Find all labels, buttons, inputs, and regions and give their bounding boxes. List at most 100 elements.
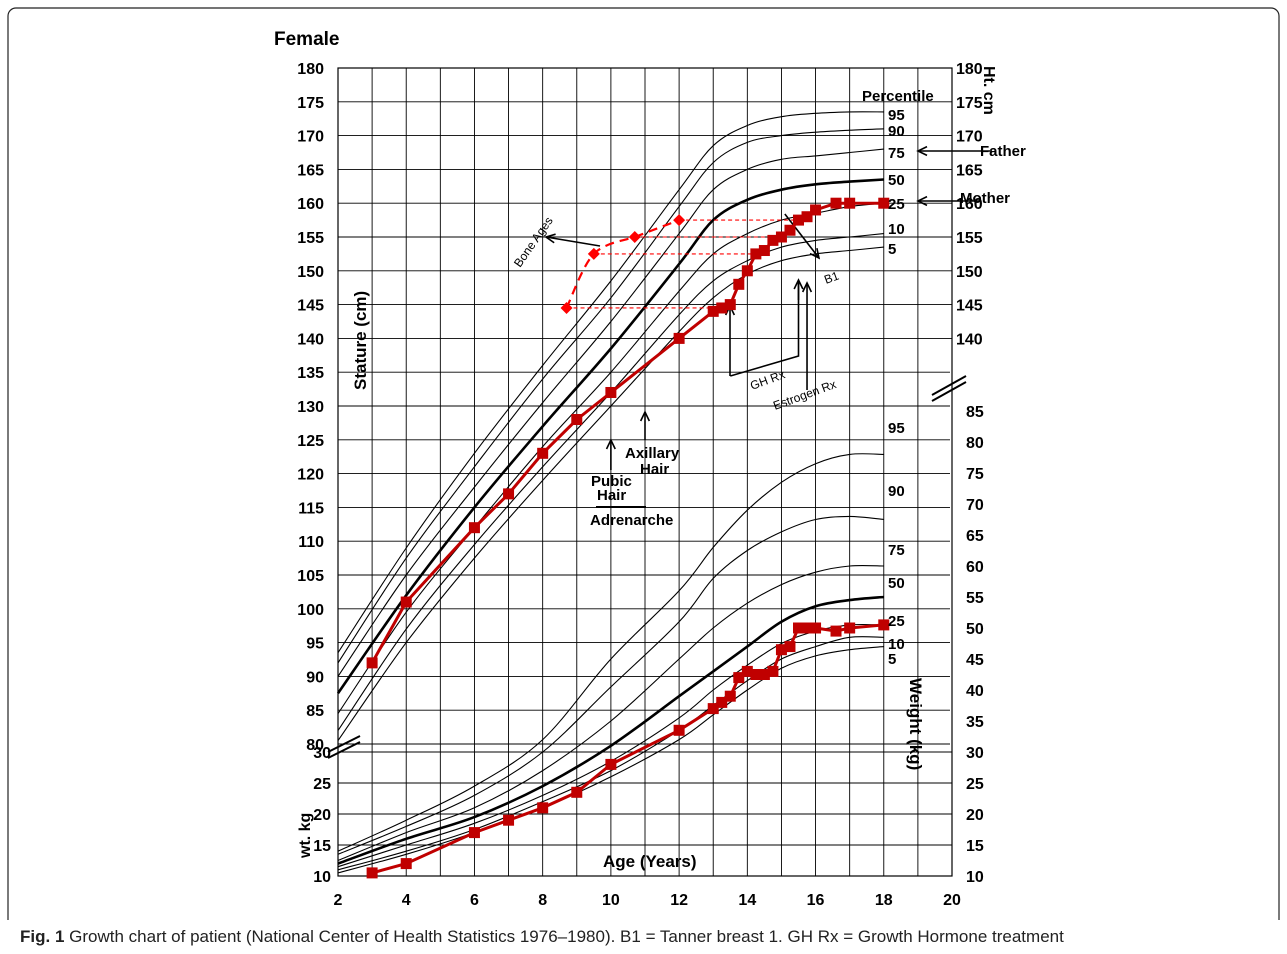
- patient-weight-point-8: [707, 703, 719, 715]
- stature-tick-left-180: 180: [297, 61, 324, 78]
- patient-weight-point-1: [400, 858, 412, 870]
- x-tick-label-16: 16: [807, 892, 825, 909]
- x-tick-label-20: 20: [943, 892, 961, 909]
- weight-tick-right-50: 50: [966, 621, 984, 638]
- patient-weight-point-23: [878, 619, 890, 631]
- patient-series: [366, 197, 890, 879]
- bone-ages-arrow: [544, 233, 601, 247]
- weight-percentile-label-25: 25: [888, 613, 905, 630]
- stature-tick-right-140: 140: [956, 331, 983, 348]
- father-label: Father: [980, 143, 1026, 160]
- bone-ages-label: Bone Ages: [511, 214, 556, 270]
- x-tick-label-12: 12: [670, 892, 688, 909]
- x-tick-label-6: 6: [470, 892, 479, 909]
- patient-stature-point-1: [400, 596, 412, 608]
- x-tick-label-14: 14: [738, 892, 756, 909]
- stature-percentile-label-90: 90: [888, 123, 905, 140]
- patient-stature-point-11: [733, 278, 745, 290]
- stature-tick-left-135: 135: [297, 365, 324, 382]
- stature-percentile-curve-p75: [337, 148, 884, 677]
- x-tick-label-4: 4: [402, 892, 411, 909]
- patient-stature-point-3: [503, 488, 515, 500]
- stature-tick-left-95: 95: [306, 636, 324, 653]
- stature-tick-left-125: 125: [297, 433, 324, 450]
- stature-tick-left-170: 170: [297, 129, 324, 146]
- gh-rx-arrow: [724, 304, 736, 376]
- patient-stature-point-23: [878, 197, 890, 209]
- weight-percentile-label-95: 95: [888, 420, 905, 437]
- stature-tick-left-145: 145: [297, 298, 324, 315]
- bone-age-point-1: [587, 247, 600, 260]
- x-axis-label: Age (Years): [603, 852, 697, 871]
- patient-stature-point-22: [844, 197, 856, 209]
- weight-tick-right-25: 25: [966, 776, 984, 793]
- patient-weight-point-14: [758, 669, 770, 680]
- weight-axis-label-right: Weight (kg): [906, 678, 925, 770]
- bone-age-point-0: [560, 301, 573, 314]
- stature-tick-left-105: 105: [297, 568, 324, 585]
- gh-rx-arrow-2: [793, 278, 804, 300]
- patient-weight-point-2: [468, 827, 480, 839]
- weight-tick-right-30: 30: [966, 745, 984, 762]
- patient-weight-line: [371, 623, 884, 875]
- weight-percentile-label-75: 75: [888, 542, 905, 559]
- patient-weight-point-17: [784, 641, 796, 653]
- weight-tick-left-25: 25: [313, 776, 331, 793]
- patient-weight-point-4: [537, 802, 549, 814]
- stature-tick-right-180: 180: [956, 61, 983, 78]
- stature-tick-right-155: 155: [956, 230, 983, 247]
- patient-stature-line: [370, 201, 884, 664]
- weight-tick-right-70: 70: [966, 497, 984, 514]
- patient-stature-point-10: [724, 299, 736, 311]
- chart-title: Female: [274, 29, 339, 50]
- patient-weight-point-7: [673, 724, 685, 736]
- weight-tick-right-40: 40: [966, 683, 984, 700]
- stature-tick-left-120: 120: [297, 467, 324, 484]
- stature-percentile-label-25: 25: [888, 196, 905, 213]
- weight-tick-right-80: 80: [966, 435, 984, 452]
- stature-tick-left-165: 165: [297, 162, 324, 179]
- pubic-hair-label-line2: Hair: [597, 487, 626, 504]
- stature-percentile-label-5: 5: [888, 241, 896, 258]
- patient-stature-point-2: [468, 522, 480, 534]
- patient-weight-point-18: [793, 622, 804, 634]
- stature-tick-right-145: 145: [956, 298, 983, 315]
- caption-text: Growth chart of patient (National Center…: [69, 927, 1064, 946]
- figure-caption: Fig. 1 Growth chart of patient (National…: [20, 927, 1270, 947]
- weight-tick-right-85: 85: [966, 404, 984, 421]
- stature-tick-left-110: 110: [298, 534, 324, 551]
- patient-weight-point-21: [830, 625, 842, 637]
- weight-tick-left-30: 30: [313, 745, 331, 762]
- bone-age-point-2: [628, 231, 641, 243]
- plot-frame: [337, 67, 953, 877]
- weight-tick-right-15: 15: [966, 838, 984, 855]
- stature-tick-left-90: 90: [306, 669, 324, 686]
- stature-percentile-curve-p50: [336, 178, 884, 695]
- b1-label: B1: [822, 269, 841, 287]
- patient-weight-point-11: [733, 672, 745, 684]
- weight-axis-label-left: wt. kg: [297, 813, 314, 859]
- stature-percentile-curve-p10: [337, 233, 884, 731]
- axillary-hair-label-line1: Axillary: [625, 445, 680, 462]
- father-arrow: [916, 145, 992, 157]
- patient-stature-point-12: [741, 265, 753, 277]
- mother-label: Mother: [960, 190, 1010, 207]
- stature-tick-right-175: 175: [956, 95, 983, 112]
- patient-stature-point-4: [537, 447, 549, 459]
- weight-percentile-label-5: 5: [888, 651, 896, 668]
- stature-tick-right-170: 170: [956, 129, 983, 146]
- stature-tick-left-140: 140: [297, 331, 324, 348]
- patient-stature-point-9: [716, 302, 728, 314]
- adrenarche-label: Adrenarche: [590, 512, 673, 529]
- stature-axis-label-right: Ht. cm: [980, 66, 997, 115]
- caption-label: Fig. 1: [20, 927, 65, 946]
- patient-weight-point-13: [750, 669, 762, 680]
- b1-arrow: [784, 213, 821, 260]
- stature-percentile-curve-p90: [337, 128, 884, 664]
- bone-age-curve-segment: [634, 219, 680, 239]
- x-tick-label-2: 2: [334, 892, 343, 909]
- patient-weight-point-0: [366, 867, 378, 879]
